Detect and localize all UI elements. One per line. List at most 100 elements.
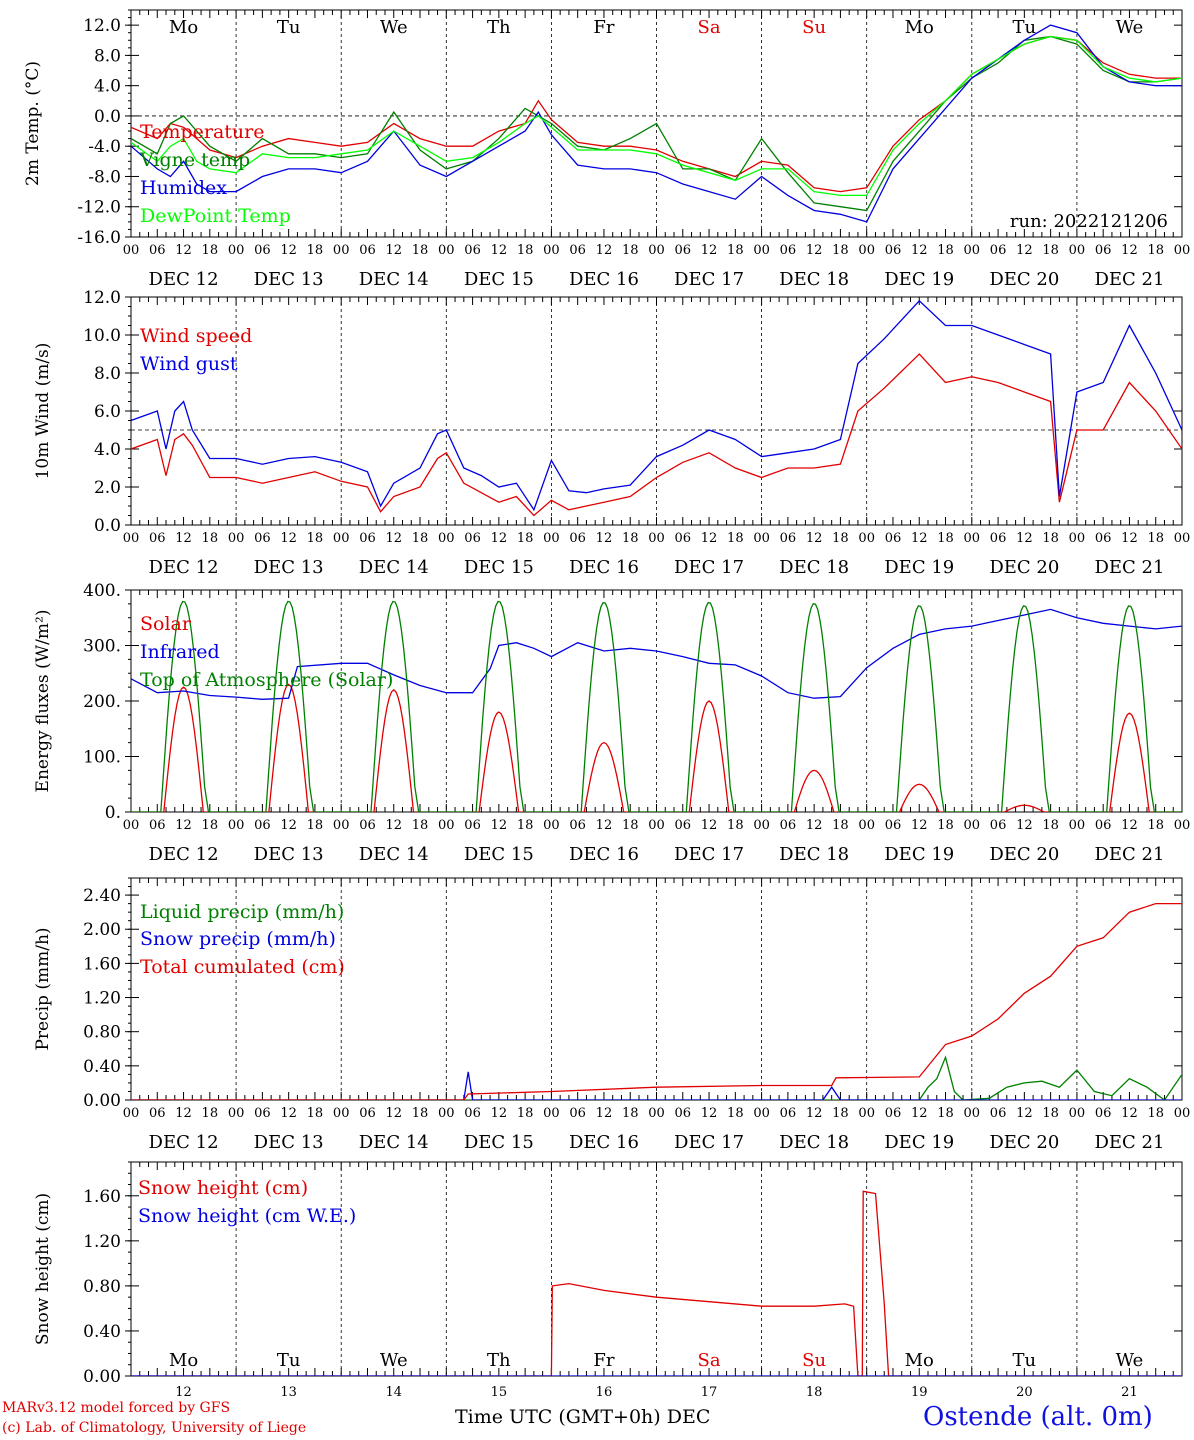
hour-tick-label: 18	[517, 243, 534, 258]
hour-tick-label: 12	[911, 531, 928, 546]
hour-tick-label: 00	[333, 243, 350, 258]
day-name-label: Mo	[169, 17, 198, 38]
date-label: DEC 16	[569, 269, 639, 290]
hour-tick-label: 00	[648, 243, 665, 258]
hour-tick-label: 12	[596, 531, 613, 546]
hour-tick-label: 06	[569, 243, 586, 258]
hour-tick-label: 12	[1121, 531, 1138, 546]
hour-tick-label: 12	[701, 531, 718, 546]
date-label: DEC 12	[149, 557, 219, 578]
hour-tick-label: 00	[858, 243, 875, 258]
day-number-label: 19	[911, 1385, 928, 1400]
hour-tick-label: 06	[254, 818, 271, 833]
date-label: DEC 20	[989, 844, 1059, 865]
y-tick-label: 12.0	[83, 288, 121, 308]
hour-tick-label: 18	[1042, 818, 1059, 833]
y-tick-label: 0.40	[83, 1322, 121, 1342]
hour-tick-label: 12	[491, 243, 508, 258]
day-name-label: Fr	[593, 17, 614, 38]
hour-tick-label: 06	[359, 243, 376, 258]
y-tick-label: 0.80	[83, 1277, 121, 1297]
legend-entry: Vigne temp	[139, 149, 250, 171]
hour-tick-label: 18	[937, 1106, 954, 1121]
y-axis-label: 2m Temp. (°C)	[23, 61, 43, 186]
hour-tick-label: 18	[622, 243, 639, 258]
hour-tick-label: 00	[1174, 818, 1191, 833]
series-line-liquid-precip-mm-h-	[131, 1055, 1182, 1100]
series-line-solar	[131, 683, 1182, 812]
hour-tick-label: 18	[1147, 818, 1164, 833]
legend-entry: Wind gust	[140, 353, 238, 375]
series-line-dewpoint-temp	[131, 35, 1182, 197]
hour-tick-label: 06	[990, 243, 1007, 258]
date-label: DEC 16	[569, 1132, 639, 1153]
date-label: DEC 14	[359, 844, 429, 865]
series-line-temperature	[131, 35, 1182, 193]
hour-tick-label: 00	[438, 1106, 455, 1121]
hour-tick-label: 00	[543, 531, 560, 546]
hour-tick-label: 06	[675, 818, 692, 833]
legend-entry: Temperature	[140, 121, 264, 143]
hour-tick-label: 18	[1042, 1106, 1059, 1121]
hour-tick-label: 06	[1095, 243, 1112, 258]
hour-tick-label: 12	[596, 1106, 613, 1121]
y-tick-label: 0.	[105, 803, 121, 823]
series-line-infrared	[131, 608, 1182, 700]
y-tick-label: 0.0	[94, 516, 121, 536]
hour-tick-label: 00	[543, 1106, 560, 1121]
model-credit-line1: MARv3.12 model forced by GFS	[2, 1400, 231, 1416]
date-label: DEC 12	[149, 1132, 219, 1153]
date-label: DEC 15	[464, 844, 534, 865]
date-label: DEC 15	[464, 557, 534, 578]
hour-tick-label: 06	[464, 243, 481, 258]
hour-tick-label: 06	[149, 531, 166, 546]
hour-tick-label: 06	[464, 1106, 481, 1121]
y-tick-label: 2.40	[83, 886, 121, 906]
y-tick-label: 10.0	[83, 326, 121, 346]
hour-tick-label: 06	[359, 531, 376, 546]
hour-tick-label: 12	[806, 531, 823, 546]
legend-entry: Humidex	[140, 177, 227, 199]
hour-tick-label: 00	[858, 531, 875, 546]
day-name-label: Su	[802, 17, 826, 38]
legend-entry: Snow height (cm)	[138, 1177, 308, 1199]
hour-tick-label: 12	[596, 818, 613, 833]
hour-tick-label: 18	[832, 243, 849, 258]
y-tick-label: 400.	[83, 581, 121, 601]
series-line-snow-height-cm-	[131, 1190, 1182, 1376]
legend-entry: Solar	[140, 613, 192, 635]
panel-5: 0.00 0.40 0.80 1.20 1.60 Snow height (cm) Mo Tu…	[33, 1161, 1183, 1400]
hour-tick-label: 00	[123, 531, 140, 546]
hour-tick-label: 12	[701, 1106, 718, 1121]
hour-tick-label: 12	[280, 1106, 297, 1121]
hour-tick-label: 06	[464, 818, 481, 833]
run-label: run: 2022121206	[1010, 211, 1168, 232]
day-name-label: Su	[802, 1350, 826, 1371]
hour-tick-label: 18	[937, 531, 954, 546]
hour-tick-label: 00	[858, 818, 875, 833]
y-tick-label: 2.00	[83, 920, 121, 940]
hour-tick-label: 18	[202, 243, 219, 258]
date-label: DEC 20	[989, 557, 1059, 578]
day-number-label: 21	[1121, 1385, 1138, 1400]
hour-tick-label: 18	[307, 531, 324, 546]
hour-tick-label: 18	[307, 818, 324, 833]
hour-tick-label: 18	[1042, 243, 1059, 258]
series-line-total-cumulated-cm-	[131, 902, 1182, 1100]
day-name-label: We	[1116, 17, 1144, 38]
hour-tick-label: 00	[753, 818, 770, 833]
date-label: DEC 20	[989, 1132, 1059, 1153]
day-name-label: Th	[487, 1350, 511, 1371]
series-line-wind-gust	[131, 299, 1182, 512]
day-name-label: Tu	[1013, 1350, 1037, 1371]
hour-tick-label: 18	[412, 243, 429, 258]
hour-tick-label: 18	[412, 1106, 429, 1121]
hour-tick-label: 06	[149, 1106, 166, 1121]
y-tick-label: 0.80	[83, 1023, 121, 1043]
hour-tick-label: 12	[806, 818, 823, 833]
hour-tick-label: 18	[412, 531, 429, 546]
hour-tick-label: 06	[780, 531, 797, 546]
series-line-snow-precip-mm-h-	[131, 1071, 1182, 1100]
hour-tick-label: 06	[780, 243, 797, 258]
legend-entry: DewPoint Temp	[140, 205, 291, 227]
